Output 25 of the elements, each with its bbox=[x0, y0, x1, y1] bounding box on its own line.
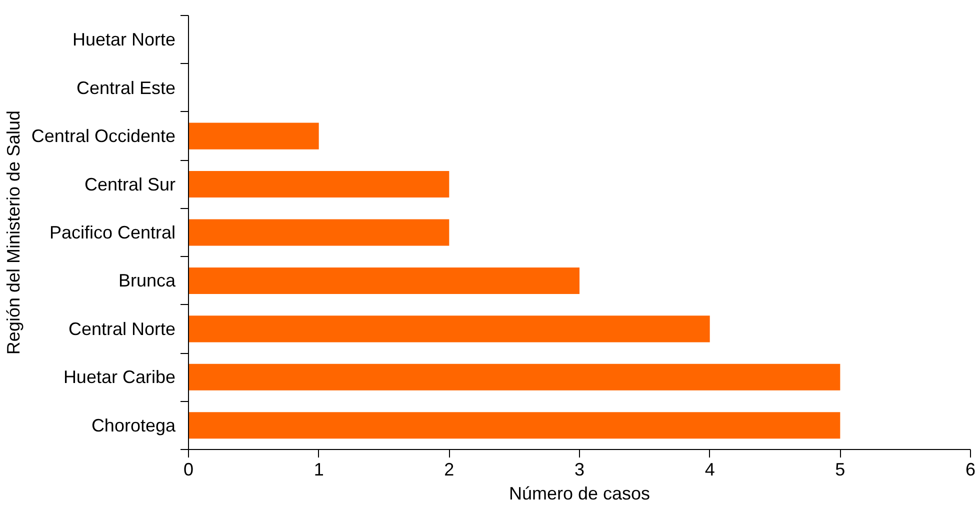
x-axis-title: Número de casos bbox=[508, 484, 650, 504]
y-tick-label: Huetar Norte bbox=[72, 30, 176, 50]
x-tick-label: 2 bbox=[444, 460, 454, 480]
x-tick-label: 6 bbox=[965, 460, 976, 480]
bar bbox=[188, 412, 840, 439]
y-tick-label: Central Occidente bbox=[31, 126, 176, 146]
y-tick-label: Central Norte bbox=[68, 318, 176, 339]
y-axis-title: Región del Ministerio de Salud bbox=[3, 110, 24, 355]
bar bbox=[188, 267, 580, 294]
bar bbox=[188, 316, 710, 342]
y-tick-label: Central Este bbox=[76, 78, 176, 98]
y-tick-label: Huetar Caribe bbox=[63, 367, 176, 388]
bar bbox=[188, 364, 840, 390]
y-tick-label: Central Sur bbox=[84, 174, 176, 194]
bar bbox=[188, 122, 319, 150]
x-tick-label: 0 bbox=[183, 460, 194, 480]
y-tick-label: Brunca bbox=[118, 270, 176, 291]
y-tick-label: Chorotega bbox=[91, 415, 176, 436]
bar bbox=[188, 219, 450, 246]
x-tick-label: 4 bbox=[704, 460, 715, 480]
bar bbox=[188, 171, 450, 198]
x-tick-label: 3 bbox=[574, 460, 585, 480]
y-tick-label: Pacifico Central bbox=[49, 222, 176, 242]
x-tick-label: 1 bbox=[314, 460, 324, 480]
x-tick-label: 5 bbox=[835, 460, 846, 480]
